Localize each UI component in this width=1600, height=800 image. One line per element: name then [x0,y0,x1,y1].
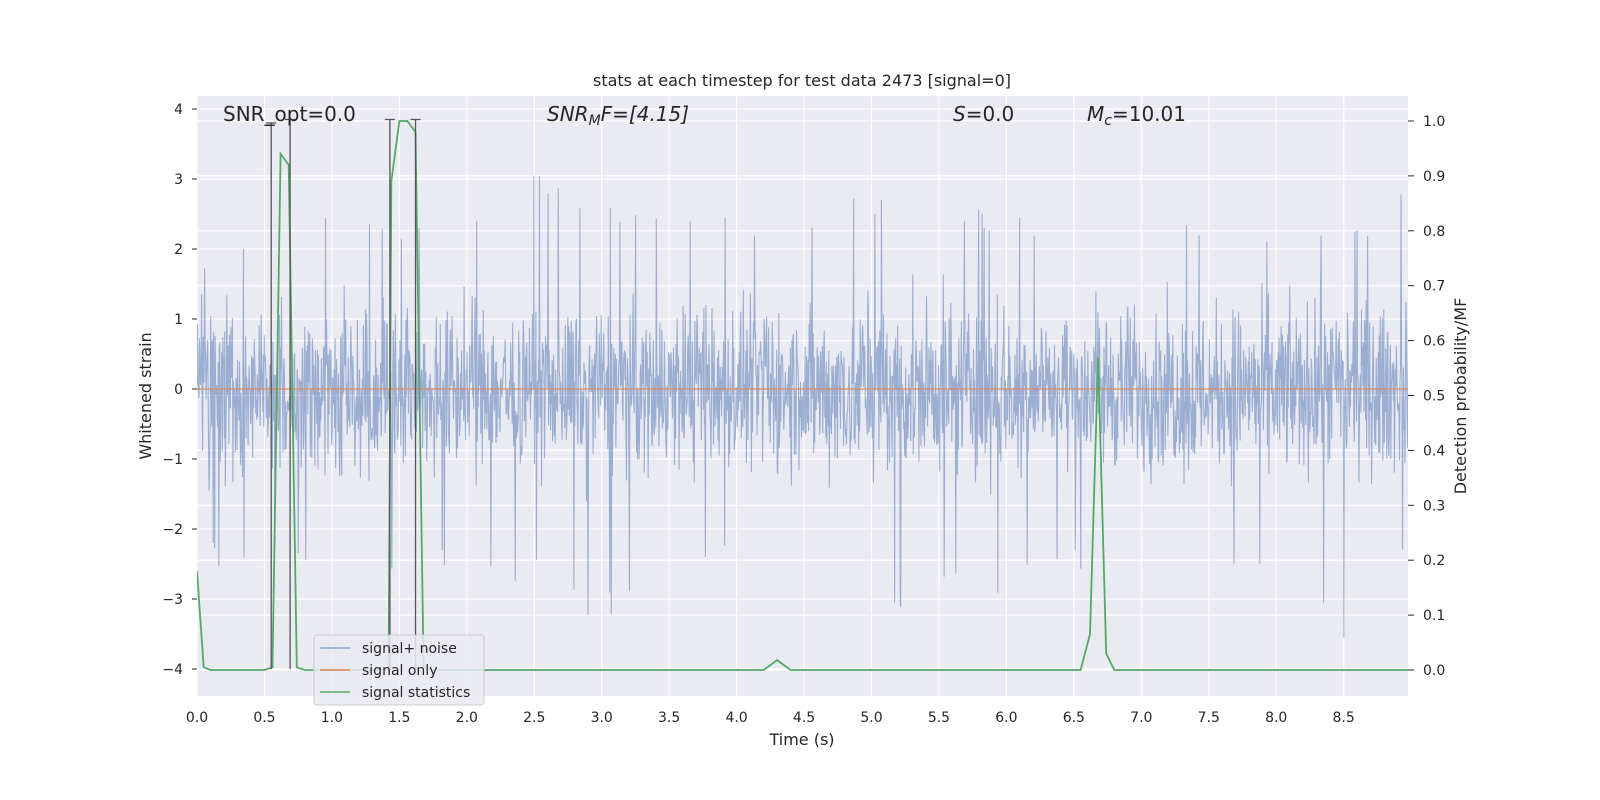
x-tick-label: 6.5 [1063,710,1085,726]
annotation-snr-mf: SNRMF=[4.15] [547,102,689,129]
statistics-line [197,120,1408,671]
y-right-axis-label: Detection probability/MF [1451,298,1470,495]
statistics-series [197,120,1408,671]
y-right-tick-label: 1.0 [1423,114,1445,130]
y-right-tick-label: 0.6 [1423,334,1445,350]
y-right-tick-label: 0.8 [1423,224,1445,240]
x-tick-label: 7.0 [1130,710,1152,726]
y-right-tick-label: 0.0 [1423,663,1445,679]
x-tick-label: 2.5 [523,710,545,726]
x-tick-label: 1.5 [388,710,410,726]
y-tick-label: 4 [174,102,183,118]
x-axis-label: Time (s) [768,730,834,749]
y-right-tick-label: 0.3 [1423,498,1445,514]
y-right-tick-labels: 0.0 0.1 0.2 0.3 0.4 0.5 0.6 0.7 0.8 0.9 1.0 [1408,114,1445,679]
y-right-tick-label: 0.2 [1423,553,1445,569]
chart-title: stats at each timestep for test data 247… [593,71,1011,90]
legend: signal+ noise signal only signal statist… [313,634,485,706]
y-right-tick-label: 0.4 [1423,443,1445,459]
x-tick-label: 0.0 [186,710,208,726]
y-tick-label: −2 [162,522,183,538]
x-tick-label: 0.5 [253,710,275,726]
x-tick-labels: 0.0 0.5 1.0 1.5 2.0 2.5 3.0 3.5 4.0 4.5 5.0 5.5 6.0 6… [186,710,1355,726]
annotation-snr-opt: SNR_opt=0.0 [223,102,356,126]
y-right-tick-label: 0.9 [1423,169,1445,185]
x-tick-label: 5.0 [860,710,882,726]
noise-series [197,175,1408,638]
annotations: SNR_opt=0.0 SNRMF=[4.15] S=0.0 Mc=10.01 [223,102,1186,129]
y-axis-label: Whitened strain [136,332,155,459]
x-tick-label: 2.0 [456,710,478,726]
x-tick-label: 4.0 [725,710,747,726]
x-tick-label: 8.5 [1333,710,1355,726]
y-tick-label: −3 [162,592,183,608]
x-tick-label: 3.0 [591,710,613,726]
x-tick-label: 4.5 [793,710,815,726]
y-right-tick-label: 0.5 [1423,389,1445,405]
y-tick-label: 3 [174,172,183,188]
legend-box [313,634,485,706]
x-tick-label: 7.5 [1198,710,1220,726]
legend-label-signal-only: signal only [362,663,437,679]
x-tick-label: 5.5 [928,710,950,726]
y-right-tick-label: 0.1 [1423,608,1445,624]
x-tick-label: 3.5 [658,710,680,726]
y-tick-label: 0 [174,382,183,398]
y-tick-label: −4 [162,662,183,678]
y-right-tick-label: 0.7 [1423,279,1445,295]
y-tick-label: −1 [162,452,183,468]
legend-label-statistics: signal statistics [362,685,470,701]
y-tick-label: 2 [174,242,183,258]
x-tick-label: 8.0 [1265,710,1287,726]
noise-line [197,175,1408,638]
y-tick-label: 1 [174,312,183,328]
y-tick-labels: −4 −3 −2 −1 0 1 2 3 4 [162,102,197,678]
x-tick-label: 1.0 [321,710,343,726]
x-tick-label: 6.0 [995,710,1017,726]
markers [266,118,421,669]
legend-label-noise: signal+ noise [362,641,457,657]
annotation-s: S=0.0 [953,102,1014,126]
annotation-mc: Mc=10.01 [1087,102,1186,129]
